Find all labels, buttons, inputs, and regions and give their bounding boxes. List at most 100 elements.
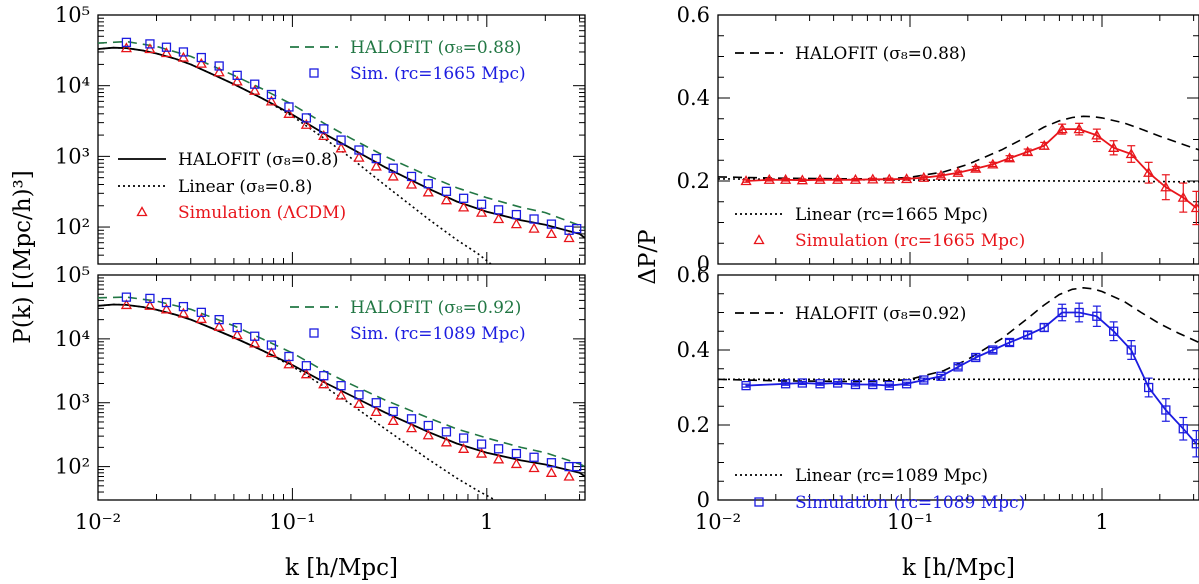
data-point-sim — [987, 158, 999, 169]
data-point-sim — [1092, 311, 1102, 321]
legend-label: Simulation (ΛCDM) — [178, 203, 346, 223]
data-point-sim — [884, 380, 894, 391]
data-point-sim — [1178, 424, 1188, 434]
data-point-sim_b — [250, 331, 260, 341]
data-point-sim — [1108, 141, 1120, 152]
data-point-sim_b — [214, 61, 224, 71]
data-point-sim — [475, 206, 488, 217]
data-point-sim — [1003, 152, 1016, 163]
y-tick-label: 0 — [697, 252, 710, 276]
x-tick-label: 1 — [480, 510, 493, 534]
data-point-sim_b — [354, 390, 364, 400]
data-point-sim_b — [319, 124, 329, 134]
y-tick-label: 10² — [55, 455, 90, 479]
data-point-sim — [936, 371, 946, 381]
data-point-sim — [1143, 166, 1155, 177]
tick-marks — [717, 14, 1199, 265]
data-point-sim — [195, 313, 207, 324]
legend-entry: Linear (σ₈=0.8) — [118, 177, 312, 197]
data-point-sim — [780, 379, 791, 389]
y-tick-label: 0.6 — [677, 3, 710, 27]
series-line-halofit — [718, 286, 1199, 383]
data-point-sim_b — [161, 297, 172, 308]
x-tick-label: 10⁻² — [695, 510, 741, 534]
data-point-sim_b — [232, 322, 242, 333]
data-point-sim — [120, 42, 133, 53]
data-point-sim — [422, 186, 434, 197]
data-point-sim — [1091, 129, 1103, 140]
data-point-sim — [1125, 148, 1137, 159]
data-point-sim — [300, 118, 312, 129]
plot-area — [718, 286, 1199, 458]
legend-label: Simulation (rᴄ=1089 Mpc) — [795, 493, 1025, 513]
data-point-sim — [780, 173, 792, 184]
data-point-sim — [231, 329, 243, 340]
data-point-sim — [1039, 322, 1049, 333]
data-point-sim — [492, 213, 505, 224]
data-point-sim_b — [458, 433, 469, 443]
legend-entry: Simulation (rᴄ=1089 Mpc) — [754, 493, 1025, 513]
x-tick-label: 1 — [1095, 510, 1108, 534]
data-point-sim_b — [371, 398, 381, 408]
series-line-sim_line — [746, 128, 1197, 209]
data-point-sim — [405, 178, 418, 189]
data-point-sim_b — [301, 113, 312, 123]
y-tick-label: 0.4 — [677, 86, 710, 110]
data-point-sim — [213, 66, 225, 77]
legend-label: HALOFIT (σ₈=0.88) — [795, 44, 966, 64]
data-point-sim_b — [458, 193, 469, 203]
legend-label: HALOFIT (σ₈=0.8) — [178, 150, 339, 170]
data-point-sim_b — [145, 39, 155, 49]
data-point-sim — [249, 84, 261, 95]
data-point-sim_b — [406, 414, 417, 424]
data-point-sim_b — [354, 145, 364, 155]
data-point-sim — [283, 358, 295, 369]
legend-label: Simulation (rᴄ=1665 Mpc) — [795, 231, 1025, 251]
data-point-sim — [563, 470, 575, 481]
data-point-sim_b — [336, 135, 346, 145]
data-point-sim — [832, 173, 844, 184]
data-point-sim_b — [476, 199, 487, 209]
data-point-sim_b — [493, 444, 504, 454]
y-tick-label: 10³ — [55, 144, 90, 168]
data-point-sim — [318, 378, 330, 389]
data-point-sim — [475, 447, 488, 458]
data-point-sim — [1023, 330, 1033, 340]
data-point-sim — [868, 379, 878, 390]
data-point-sim_b — [529, 214, 539, 224]
data-point-sim — [796, 174, 808, 185]
x-axis-label: k [h/Mpc] — [285, 555, 398, 580]
data-point-sim — [867, 173, 879, 184]
legend-label: Linear (σ₈=0.8) — [178, 177, 312, 197]
legend-label: Sim. (rᴄ=1665 Mpc) — [350, 64, 526, 84]
legend-entry: Linear (rᴄ=1089 Mpc) — [735, 466, 988, 486]
data-point-sim — [545, 466, 558, 477]
data-point-sim_b — [319, 371, 329, 381]
data-point-sim — [160, 303, 173, 314]
data-point-sim — [970, 162, 982, 173]
data-point-sim — [901, 379, 912, 389]
legend-swatch — [309, 328, 319, 338]
data-point-sim — [1004, 337, 1015, 348]
data-point-sim — [918, 171, 930, 182]
data-point-sim — [849, 173, 862, 184]
y-tick-label: 0 — [697, 488, 710, 512]
data-point-sim — [120, 299, 133, 310]
data-point-sim_b — [493, 205, 504, 215]
data-point-sim — [953, 362, 963, 372]
data-point-sim — [1057, 307, 1067, 318]
data-point-sim_b — [121, 37, 132, 48]
data-point-sim — [213, 320, 225, 331]
data-point-sim — [283, 107, 295, 118]
data-point-sim — [1191, 439, 1199, 449]
data-point-sim_b — [388, 406, 398, 417]
data-point-sim — [528, 222, 540, 233]
data-point-sim — [883, 173, 895, 184]
series-line-linear — [98, 46, 492, 264]
data-point-sim_b — [232, 70, 242, 81]
plot-area — [98, 37, 585, 264]
data-point-sim — [300, 368, 312, 379]
data-point-sim — [740, 175, 752, 186]
